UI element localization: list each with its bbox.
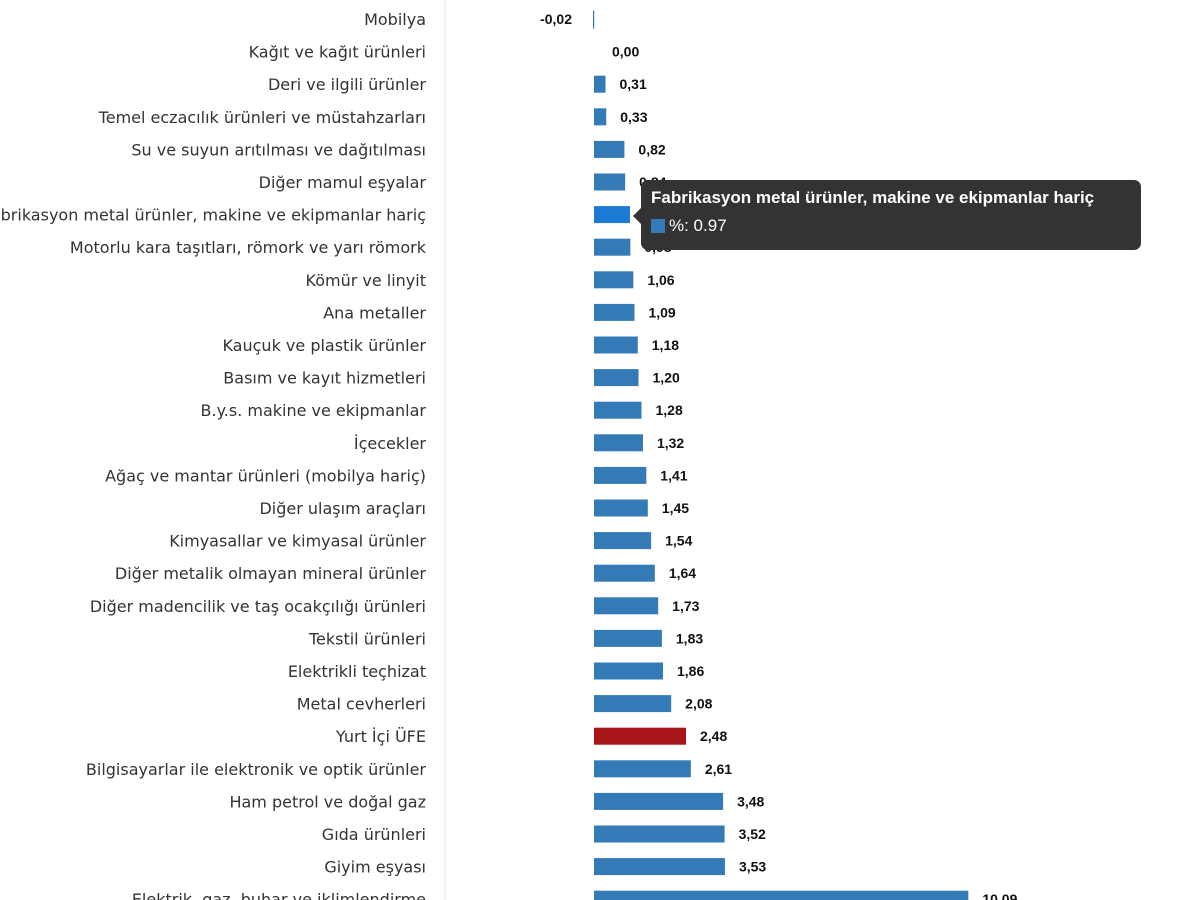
data-label: 1,20: [653, 370, 680, 386]
category-label: Ham petrol ve doğal gaz: [229, 792, 426, 811]
data-label: 1,54: [665, 533, 692, 549]
data-label: 1,18: [652, 337, 679, 353]
bar[interactable]: [594, 401, 642, 419]
data-label: 1,32: [657, 435, 684, 451]
category-label: Diğer mamul eşyalar: [259, 173, 427, 192]
bar[interactable]: [594, 75, 606, 93]
bar[interactable]: [594, 792, 724, 810]
category-label: Diğer ulaşım araçları: [259, 499, 426, 518]
bar[interactable]: [594, 173, 626, 191]
data-label: 1,41: [660, 467, 687, 483]
data-label: 2,48: [700, 728, 727, 744]
tooltip: Fabrikasyon metal ürünler, makine ve eki…: [633, 180, 1141, 250]
data-label: 3,48: [737, 793, 764, 809]
bar[interactable]: [594, 629, 662, 647]
data-label: 2,08: [685, 696, 712, 712]
category-label: Diğer madencilik ve taş ocakçılığı ürünl…: [90, 597, 426, 616]
category-label: Fabrikasyon metal ürünler, makine ve eki…: [0, 206, 426, 225]
data-label: 1,86: [677, 663, 704, 679]
category-label: Mobilya: [364, 10, 426, 29]
data-label: 0,31: [620, 76, 647, 92]
tooltip-title: Fabrikasyon metal ürünler, makine ve eki…: [651, 188, 1095, 207]
category-label: Elektrikli teçhizat: [288, 662, 426, 681]
bar[interactable]: [594, 890, 969, 900]
category-label: Tekstil ürünleri: [308, 629, 426, 648]
category-label: Diğer metalik olmayan mineral ürünler: [115, 564, 427, 583]
category-label: Bilgisayarlar ile elektronik ve optik ür…: [86, 760, 427, 779]
bar[interactable]: [594, 369, 639, 387]
category-label: Giyim eşyası: [324, 858, 426, 877]
category-label: Temel eczacılık ürünleri ve müstahzarlar…: [98, 108, 426, 127]
data-label: -0,02: [540, 11, 572, 27]
bar-highlight[interactable]: [594, 727, 687, 745]
bar[interactable]: [594, 532, 652, 550]
tooltip-swatch: [651, 219, 665, 233]
category-label: Kimyasallar ve kimyasal ürünler: [169, 532, 426, 551]
bar[interactable]: [594, 466, 647, 484]
category-label: Elektrik, gaz, buhar ve iklimlendirme: [132, 890, 426, 900]
category-label: İçecekler: [354, 434, 427, 453]
data-label: 0,33: [620, 109, 647, 125]
category-label: Gıda ürünleri: [322, 825, 426, 844]
bar[interactable]: [593, 10, 595, 29]
bar[interactable]: [594, 825, 725, 843]
bar[interactable]: [594, 206, 630, 224]
bar[interactable]: [594, 303, 635, 321]
bar[interactable]: [594, 760, 691, 778]
bar[interactable]: [594, 140, 625, 158]
data-label: 1,83: [676, 630, 703, 646]
category-label: Deri ve ilgili ürünler: [268, 75, 426, 94]
category-label: Su ve suyun arıtılması ve dağıtılması: [131, 140, 426, 159]
data-label: 3,53: [739, 859, 766, 875]
bar[interactable]: [594, 108, 607, 126]
category-label: Metal cevherleri: [297, 695, 426, 714]
data-label: 1,28: [655, 402, 682, 418]
bar[interactable]: [594, 434, 643, 452]
tooltip-value: %: 0.97: [669, 216, 727, 235]
bar[interactable]: [594, 695, 672, 713]
category-label: Motorlu kara taşıtları, römork ve yarı r…: [70, 238, 427, 257]
bar[interactable]: [594, 597, 659, 615]
data-label: 2,61: [705, 761, 732, 777]
bar[interactable]: [594, 238, 631, 256]
category-label: Ana metaller: [323, 303, 426, 322]
data-label: 1,06: [647, 272, 674, 288]
category-label: Kağıt ve kağıt ürünleri: [249, 43, 426, 62]
data-label: 3,52: [739, 826, 766, 842]
category-label: Ağaç ve mantar ürünleri (mobilya hariç): [105, 466, 426, 485]
bar[interactable]: [594, 336, 638, 354]
bar[interactable]: [594, 858, 725, 876]
data-label: 1,73: [672, 598, 699, 614]
data-label: 1,64: [669, 565, 696, 581]
bar[interactable]: [594, 499, 648, 517]
category-label: Kauçuk ve plastik ürünler: [222, 336, 426, 355]
bar[interactable]: [594, 271, 634, 289]
category-label: Basım ve kayıt hizmetleri: [223, 369, 426, 388]
bar[interactable]: [594, 564, 655, 582]
data-label: 1,45: [662, 500, 689, 516]
bar[interactable]: [594, 662, 664, 680]
category-label: Kömür ve linyit: [306, 271, 427, 290]
data-label: 10,09: [982, 891, 1017, 900]
category-label: B.y.s. makine ve ekipmanlar: [201, 401, 427, 420]
data-label: 0,00: [612, 44, 639, 60]
category-label: Yurt İçi ÜFE: [335, 727, 426, 746]
data-label: 0,82: [638, 141, 665, 157]
data-label: 1,09: [648, 304, 675, 320]
